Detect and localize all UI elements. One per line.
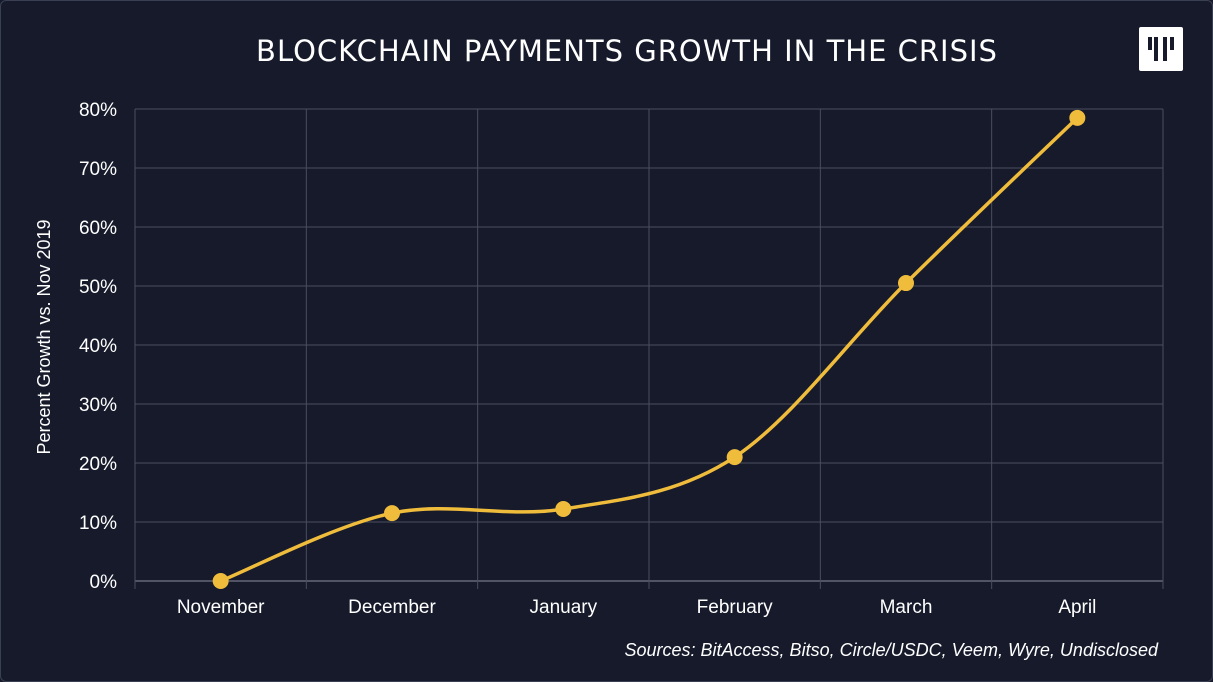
y-tick-label: 60%	[79, 218, 117, 239]
y-tick-label: 50%	[79, 277, 117, 298]
x-tick-label: March	[880, 597, 933, 618]
x-tick-label: November	[177, 597, 265, 618]
y-tick-label: 10%	[79, 513, 117, 534]
y-tick-label: 80%	[79, 100, 117, 121]
data-point	[1069, 109, 1086, 126]
y-tick-label: 30%	[79, 395, 117, 416]
data-point	[898, 275, 914, 292]
sources-note: Sources: BitAccess, Bitso, Circle/USDC, …	[624, 640, 1159, 660]
series-line	[220, 116, 1079, 583]
x-tick-labels: November December January February March Apri…	[177, 597, 1097, 618]
data-point	[212, 573, 229, 589]
y-tick-label: 0%	[90, 572, 118, 593]
y-tick-label: 40%	[79, 336, 117, 357]
y-tick-labels: 0% 10% 20% 30% 40% 50% 60% 70% 80%	[79, 100, 117, 593]
y-tick-label: 70%	[79, 159, 117, 180]
data-point	[726, 449, 743, 466]
grid-lines	[134, 108, 1164, 589]
chart-title: BLOCKCHAIN PAYMENTS GROWTH IN THE CRISIS	[256, 34, 998, 68]
y-tick-label: 20%	[79, 454, 117, 475]
data-points	[212, 109, 1086, 589]
data-point	[555, 501, 572, 518]
y-axis-label: Percent Growth vs. Nov 2019	[34, 219, 54, 454]
x-tick-label: January	[530, 597, 598, 618]
x-tick-label: April	[1058, 597, 1096, 618]
data-point	[384, 505, 400, 522]
x-tick-label: February	[697, 597, 774, 618]
x-tick-label: December	[348, 597, 436, 618]
brand-logo-icon	[1139, 27, 1183, 71]
